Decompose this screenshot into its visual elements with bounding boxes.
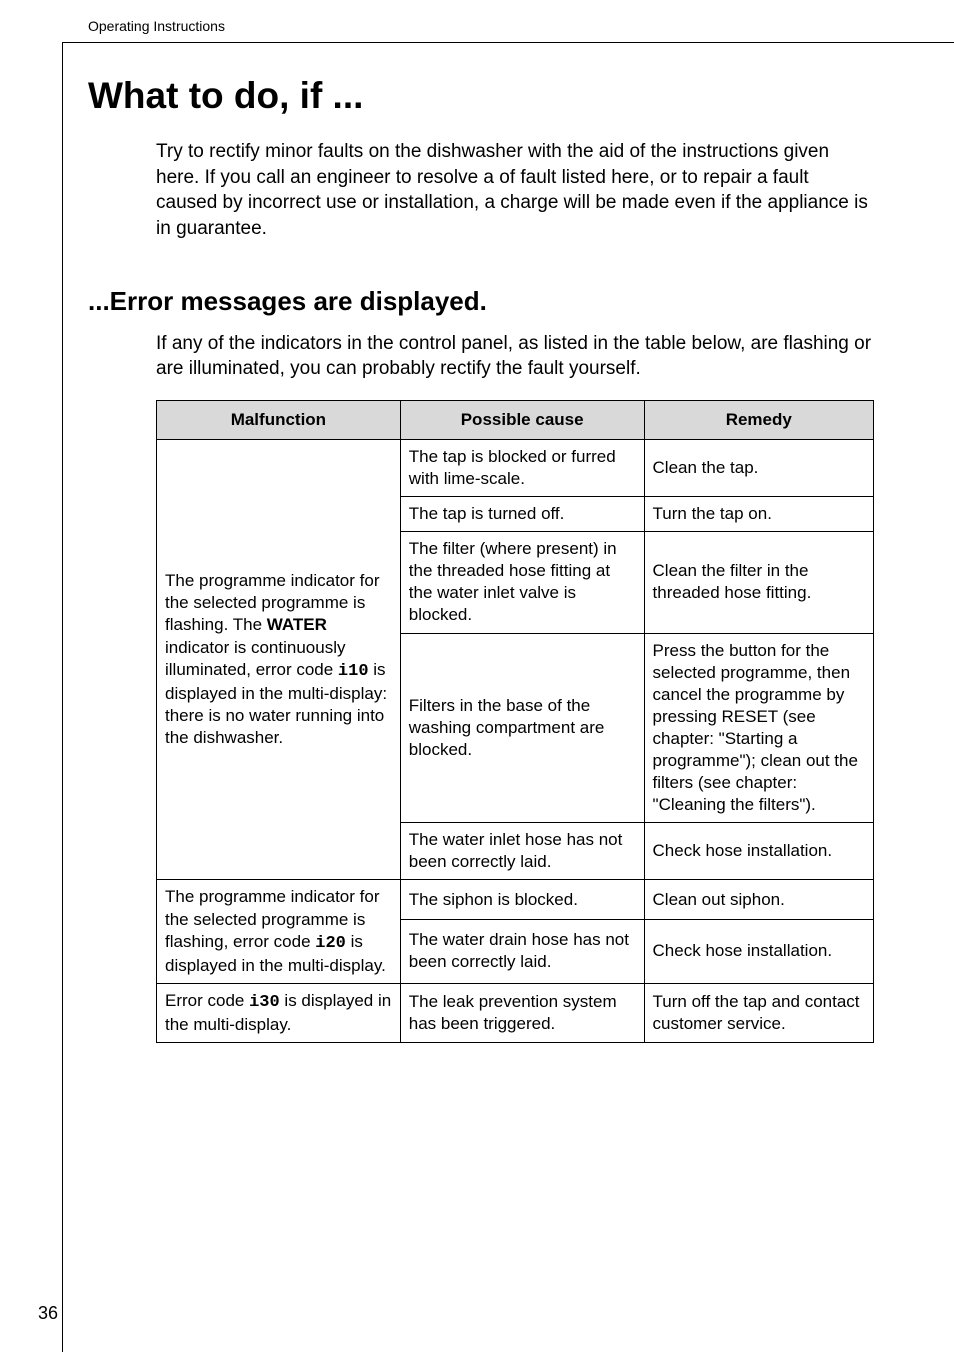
page-number: 36	[38, 1303, 58, 1324]
page-title: What to do, if ...	[88, 75, 874, 117]
malfunction-cell: The programme indicator for the selected…	[157, 439, 401, 880]
remedy-cell: Clean out siphon.	[644, 880, 873, 919]
table-row: The programme indicator for the selected…	[157, 439, 874, 496]
malfunction-cell: The programme indicator for the selected…	[157, 880, 401, 983]
cause-cell: The water drain hose has not been correc…	[400, 919, 644, 983]
remedy-cell: Check hose installation.	[644, 919, 873, 983]
page-content: What to do, if ... Try to rectify minor …	[88, 75, 874, 1043]
remedy-cell: Clean the tap.	[644, 439, 873, 496]
header-malfunction: Malfunction	[157, 400, 401, 439]
cause-cell: The tap is blocked or furred with lime-s…	[400, 439, 644, 496]
intro-paragraph: Try to rectify minor faults on the dishw…	[156, 139, 874, 242]
cause-cell: The filter (where present) in the thread…	[400, 532, 644, 633]
running-header: Operating Instructions	[88, 18, 225, 34]
cause-cell: The leak prevention system has been trig…	[400, 983, 644, 1042]
cause-cell: The tap is turned off.	[400, 497, 644, 532]
remedy-cell: Press the button for the selected progra…	[644, 633, 873, 823]
table-header-row: Malfunction Possible cause Remedy	[157, 400, 874, 439]
remedy-cell: Check hose installation.	[644, 823, 873, 880]
remedy-cell: Turn the tap on.	[644, 497, 873, 532]
cause-cell: The water inlet hose has not been correc…	[400, 823, 644, 880]
remedy-cell: Clean the filter in the threaded hose fi…	[644, 532, 873, 633]
remedy-cell: Turn off the tap and contact customer se…	[644, 983, 873, 1042]
section-heading: ...Error messages are displayed.	[88, 286, 874, 317]
malfunction-cell: Error code i30 is displayed in the multi…	[157, 983, 401, 1042]
table-row: The programme indicator for the selected…	[157, 880, 874, 919]
header-remedy: Remedy	[644, 400, 873, 439]
table-row: Error code i30 is displayed in the multi…	[157, 983, 874, 1042]
troubleshooting-table: Malfunction Possible cause Remedy The pr…	[156, 400, 874, 1043]
cause-cell: Filters in the base of the washing compa…	[400, 633, 644, 823]
section-intro: If any of the indicators in the control …	[156, 331, 874, 382]
cause-cell: The siphon is blocked.	[400, 880, 644, 919]
header-cause: Possible cause	[400, 400, 644, 439]
